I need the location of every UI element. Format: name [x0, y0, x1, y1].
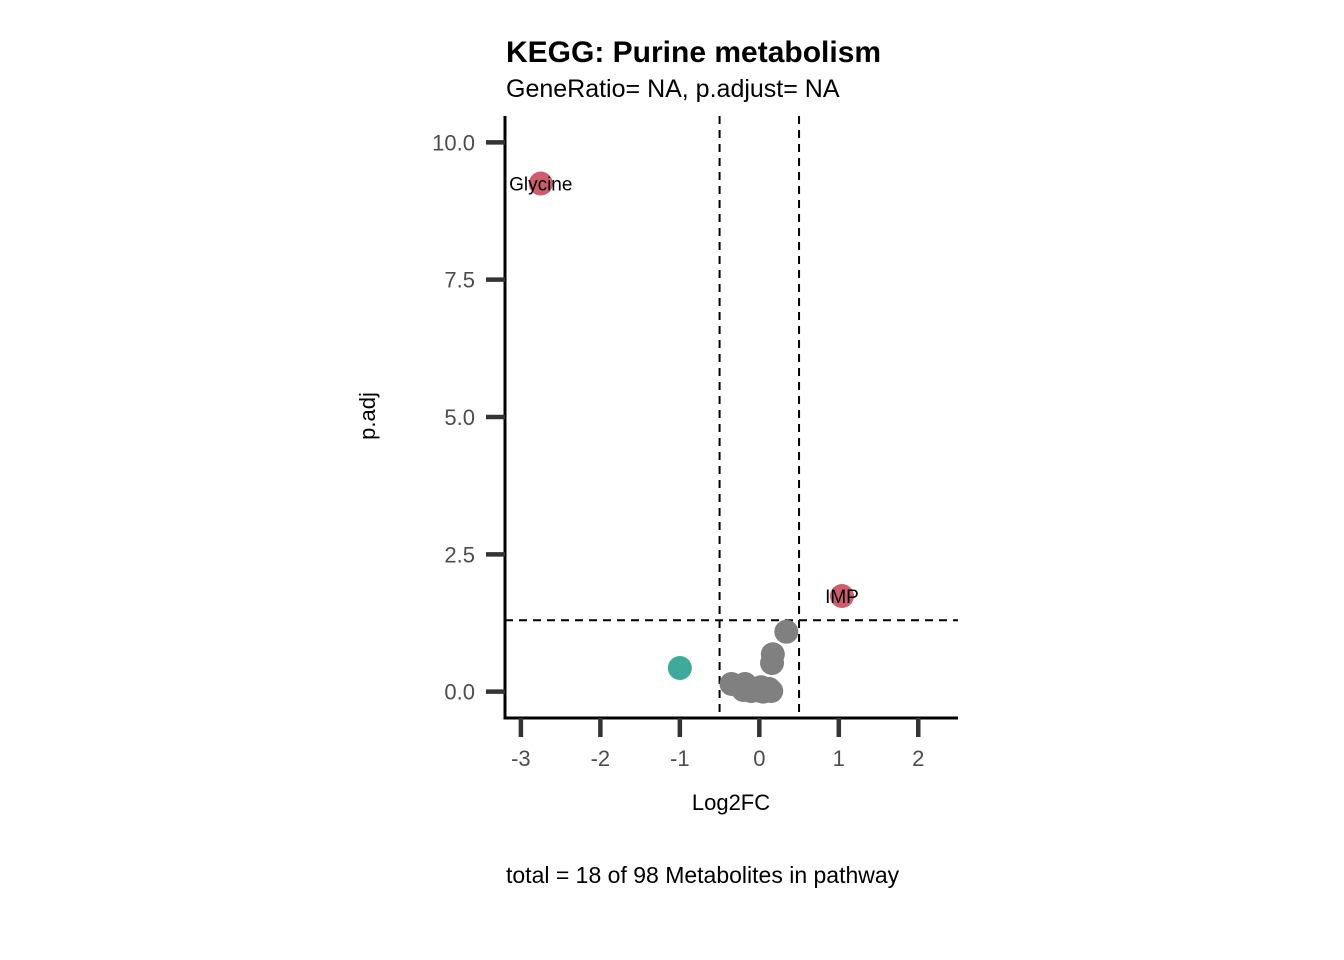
point-labels: Glycine IMP: [509, 175, 859, 609]
x-tick-label: 1: [833, 746, 845, 771]
y-tick-label: 2.5: [444, 542, 475, 567]
y-tick-label: 10.0: [432, 130, 475, 155]
point-label-imp: IMP: [825, 587, 859, 608]
y-tick-label: 7.5: [444, 268, 475, 293]
data-point-ns: [756, 676, 781, 701]
x-tick-label: -2: [591, 746, 611, 771]
x-tick-label: -3: [511, 746, 531, 771]
point-label-glycine: Glycine: [509, 175, 572, 196]
data-point-ns: [774, 619, 799, 644]
chart-subtitle: GeneRatio= NA, p.adjust= NA: [506, 75, 840, 103]
y-tick-label: 5.0: [444, 405, 475, 430]
data-point-imp: [829, 584, 854, 609]
data-point-down: [667, 656, 692, 681]
y-axis-title: p.adj: [355, 392, 380, 440]
x-tick-label: 0: [753, 746, 765, 771]
axes: -3 -2 -1 0 1 2 0.0 2.5 5.0 7.5 10.0: [432, 116, 958, 771]
chart-title: KEGG: Purine metabolism: [506, 36, 881, 69]
data-points: [528, 171, 854, 704]
y-tick-label: 0.0: [444, 680, 475, 705]
chart-caption: total = 18 of 98 Metabolites in pathway: [506, 862, 900, 888]
data-point-glycine: [528, 171, 553, 196]
data-point-ns: [760, 651, 785, 676]
threshold-lines: [505, 116, 958, 718]
x-axis-title: Log2FC: [692, 790, 770, 815]
x-tick-label: -1: [670, 746, 690, 771]
x-tick-label: 2: [912, 746, 924, 771]
